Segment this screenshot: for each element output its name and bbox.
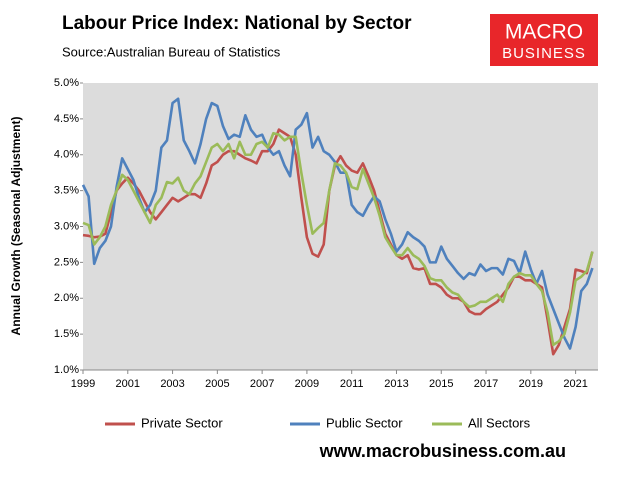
series-line	[82, 131, 594, 347]
y-axis-label: Annual Growth (Seasonal Adjustment)	[9, 117, 23, 336]
x-tick-label: 2017	[474, 378, 498, 390]
y-tick-label: 2.5%	[54, 256, 79, 268]
chart-subtitle: Source:Australian Bureau of Statistics	[62, 44, 281, 59]
legend-label: Private Sector	[141, 415, 223, 430]
x-tick-label: 2021	[563, 378, 587, 390]
x-tick-label: 1999	[71, 378, 95, 390]
x-tick-label: 2011	[340, 378, 364, 390]
x-tick-label: 2013	[384, 378, 408, 390]
footer: www.macrobusiness.com.au	[319, 441, 566, 461]
logo-box	[490, 14, 598, 66]
x-tick-label: 2001	[116, 378, 140, 390]
y-tick-label: 3.0%	[54, 220, 79, 232]
legend-label: All Sectors	[468, 415, 531, 430]
y-tick-label: 5.0%	[54, 77, 79, 89]
x-tick-label: 2015	[429, 378, 453, 390]
y-tick-label: 4.0%	[54, 149, 79, 161]
x-tick-label: 2005	[205, 378, 229, 390]
chart-title: Labour Price Index: National by Sector	[62, 13, 412, 34]
y-tick-label: 4.5%	[54, 113, 79, 125]
logo-text: BUSINESS	[502, 45, 586, 62]
y-tick-label: 1.5%	[54, 328, 79, 340]
x-tick-label: 2007	[250, 378, 274, 390]
plot-area	[83, 83, 598, 370]
x-tick-label: 2019	[519, 378, 543, 390]
x-tick-label: 2009	[295, 378, 319, 390]
y-tick-label: 1.0%	[54, 364, 79, 376]
x-tick-label: 2003	[160, 378, 184, 390]
y-tick-label: 3.5%	[54, 185, 79, 197]
logo-text: MACRO	[505, 21, 583, 44]
series-line	[81, 97, 594, 350]
legend-label: Public Sector	[326, 415, 403, 430]
y-tick-label: 2.0%	[54, 292, 79, 304]
